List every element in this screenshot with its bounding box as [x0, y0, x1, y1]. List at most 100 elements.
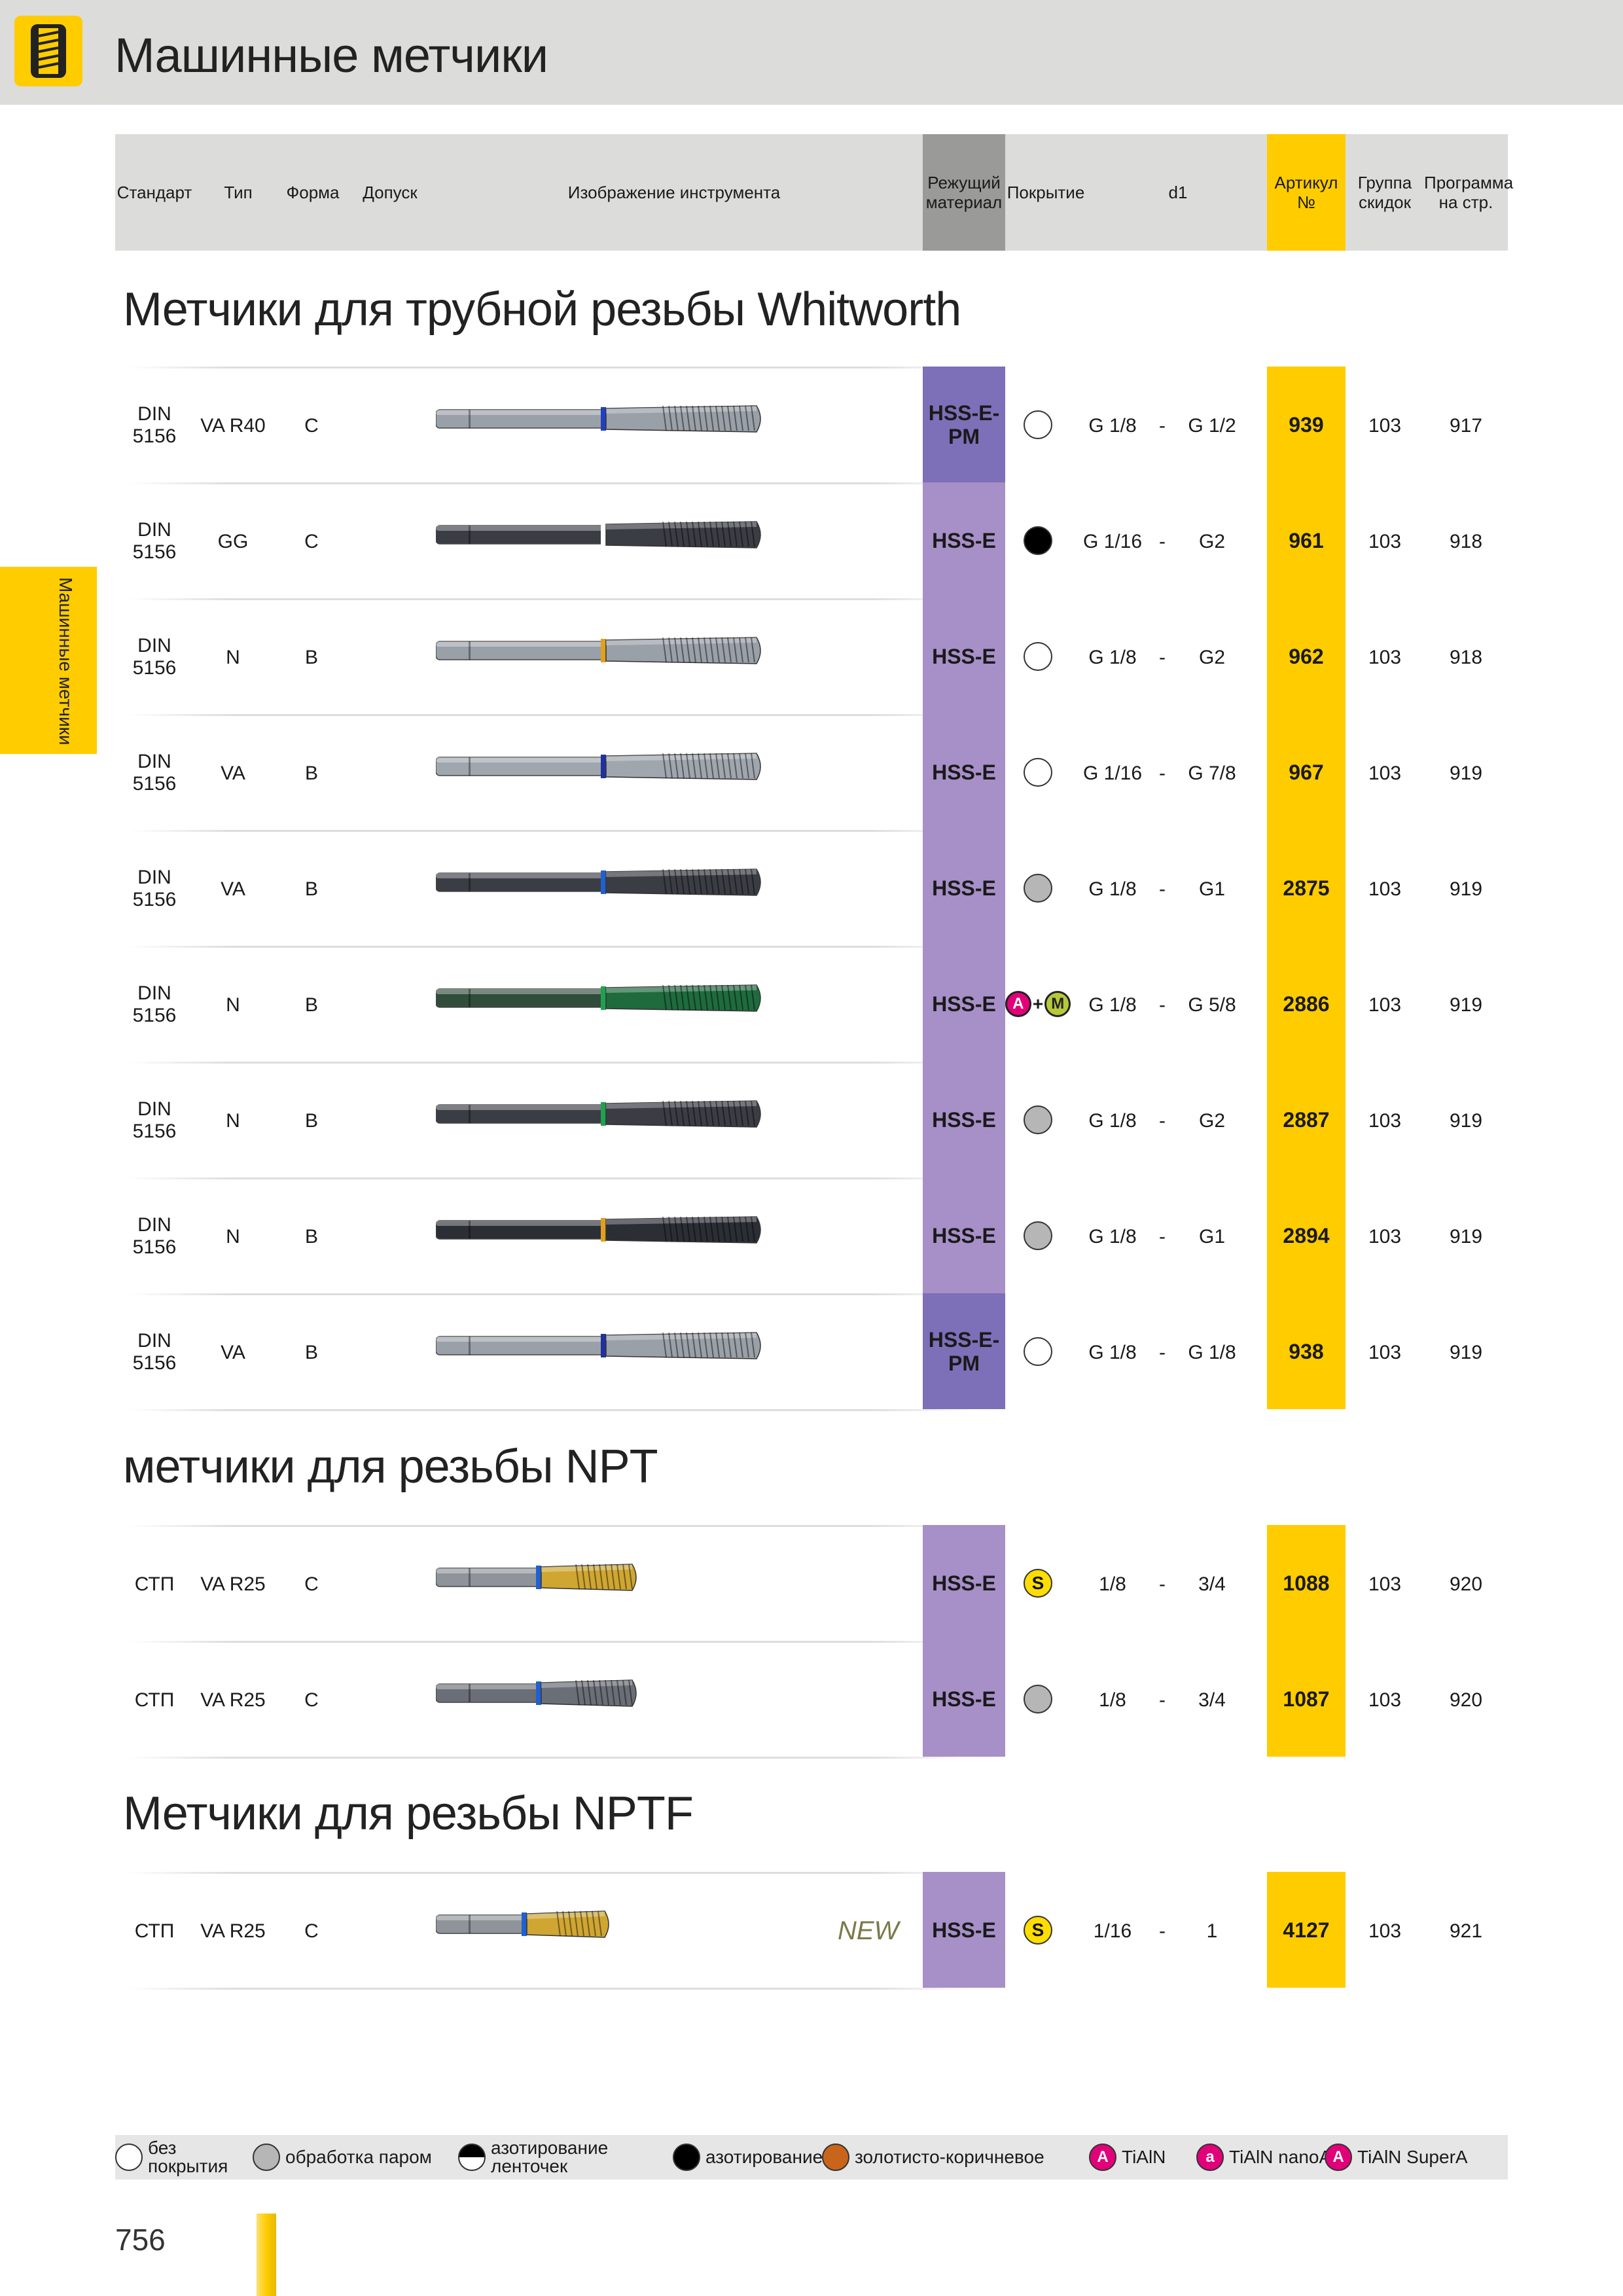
discount-group-cell: 103 — [1368, 415, 1402, 437]
d1-from-cell: G 1/16 — [1082, 531, 1143, 552]
article-cell: 4127 — [1267, 1872, 1346, 1988]
type-cell: VA R25 — [200, 1573, 266, 1595]
legend-label: без покрытия — [148, 2139, 228, 2176]
coating-tialn-plus-m-icon: A + M — [1005, 990, 1071, 1017]
legend-label: золотисто-коричневое — [855, 2148, 1044, 2166]
tap-tool-image — [435, 1672, 643, 1717]
material-cell: HSS-E — [923, 830, 1005, 946]
col-program-line2: на стр. — [1438, 192, 1493, 212]
form-cell: B — [304, 762, 318, 784]
legend-label: азотирование ленточек — [491, 2139, 608, 2176]
legend-swatch-icon: A — [1089, 2144, 1116, 2171]
discount-group-cell: 103 — [1368, 647, 1402, 668]
new-badge: NEW — [838, 1916, 899, 1945]
tap-logo-icon — [14, 16, 82, 86]
legend-swatch-icon — [253, 2144, 280, 2171]
d1-from-cell: G 1/8 — [1088, 994, 1137, 1016]
legend-item: азотирование — [673, 2135, 823, 2179]
discount-group-cell: 103 — [1368, 994, 1402, 1016]
legend-label: обработка паром — [285, 2148, 432, 2166]
standard-cell: DIN 5156 — [115, 982, 194, 1027]
table-row: DIN 5156 VA B HSS-E-PM G 1/8 - G 1/8 938… — [115, 1293, 1508, 1409]
standard-line2: 5156 — [132, 425, 177, 447]
coating-cell: S — [1005, 1525, 1071, 1641]
col-material-line1: Режущий — [927, 173, 1001, 192]
coating-steam-icon — [1024, 1105, 1052, 1134]
table-row: DIN 5156 VA R40 C HSS-E-PM G 1/8 - G 1/2… — [115, 367, 1508, 482]
tap-tool-image — [435, 398, 767, 443]
tap-tool-image — [435, 1209, 767, 1254]
article-cell: 967 — [1267, 714, 1346, 830]
page-number: 756 — [115, 2223, 166, 2257]
table-row: DIN 5156 N B HSS-E G 1/8 - G2 2887 103 9… — [115, 1062, 1508, 1177]
d1-to-cell: 1 — [1206, 1920, 1218, 1942]
program-page-cell: 920 — [1449, 1573, 1483, 1595]
material-cell: HSS-E — [923, 482, 1005, 598]
d1-from-cell: G 1/8 — [1088, 1226, 1137, 1247]
standard-cell: DIN 5156 — [115, 635, 194, 679]
type-cell: N — [226, 1110, 240, 1132]
section-title-npt: метчики для резьбы NPT — [123, 1441, 658, 1493]
type-cell: VA — [221, 1342, 245, 1363]
type-cell: VA R25 — [200, 1689, 266, 1711]
coating-cell — [1005, 714, 1071, 830]
standard-line2: 5156 — [132, 1005, 177, 1026]
standard-line1: DIN — [137, 751, 171, 772]
side-tab — [0, 567, 97, 754]
form-cell: C — [304, 1573, 319, 1595]
standard-line2: 5156 — [132, 1121, 177, 1142]
program-page-cell: 921 — [1449, 1920, 1483, 1942]
row-separator — [128, 1757, 972, 1759]
type-cell: VA R25 — [200, 1920, 266, 1942]
discount-group-cell: 103 — [1368, 1920, 1402, 1942]
standard-cell: DIN 5156 — [115, 867, 194, 911]
table-row: DIN 5156 GG C HSS-E G 1/16 - G2 961 103 … — [115, 482, 1508, 598]
col-type: Тип — [224, 183, 253, 202]
top-header-band — [0, 0, 1623, 105]
legend-item: азотирование ленточек — [458, 2135, 608, 2179]
col-group-line1: Группа — [1357, 173, 1412, 192]
legend-label-line1: TiAlN SuperA — [1357, 2147, 1468, 2167]
standard-line1: DIN — [137, 1098, 171, 1120]
row-separator — [128, 1409, 972, 1411]
coating-cell — [1005, 482, 1071, 598]
d1-to-cell: 3/4 — [1198, 1573, 1226, 1595]
coating-steam-icon — [1024, 1221, 1052, 1250]
legend-swatch-icon — [673, 2144, 700, 2171]
col-coating: Покрытие — [1007, 183, 1085, 202]
d1-to-cell: G 1/8 — [1188, 1342, 1236, 1363]
discount-group-cell: 103 — [1368, 531, 1402, 552]
row-separator — [128, 598, 972, 600]
type-cell: VA — [221, 878, 245, 900]
standard-line2: 5156 — [132, 1352, 177, 1374]
article-cell: 1087 — [1267, 1641, 1346, 1757]
material-cell: HSS-E — [923, 946, 1005, 1062]
program-page-cell: 918 — [1449, 647, 1483, 668]
standard-line2: 5156 — [132, 657, 177, 679]
section-title-whitworth: Метчики для трубной резьбы Whitworth — [123, 283, 961, 336]
legend-swatch-icon — [822, 2144, 849, 2171]
d1-from-cell: G 1/8 — [1088, 647, 1137, 668]
d1-dash: - — [1159, 1226, 1166, 1247]
form-cell: B — [304, 1110, 318, 1132]
discount-group-cell: 103 — [1368, 1689, 1402, 1711]
standard-line2: 5156 — [132, 541, 177, 563]
tap-tool-image — [435, 630, 767, 675]
d1-dash: - — [1159, 1573, 1166, 1595]
coating-steam-icon — [1024, 1684, 1052, 1713]
article-cell: 2886 — [1267, 946, 1346, 1062]
material-cell: HSS-E — [923, 598, 1005, 714]
col-image: Изображение инструмента — [567, 183, 781, 202]
section-end-separator — [115, 1409, 1508, 1411]
type-cell: N — [226, 647, 240, 668]
section-title-nptf: Метчики для резьбы NPTF — [123, 1787, 694, 1840]
form-cell: B — [304, 994, 318, 1016]
material-cell: HSS-E-PM — [923, 1293, 1005, 1409]
material-cell: HSS-E — [923, 1525, 1005, 1641]
program-page-cell: 919 — [1449, 1342, 1483, 1363]
column-header-material-bg — [923, 134, 1005, 251]
coating-cell — [1005, 367, 1071, 482]
d1-to-cell: G1 — [1198, 1226, 1226, 1247]
form-cell: C — [304, 415, 319, 437]
standard-line1: DIN — [137, 635, 171, 656]
